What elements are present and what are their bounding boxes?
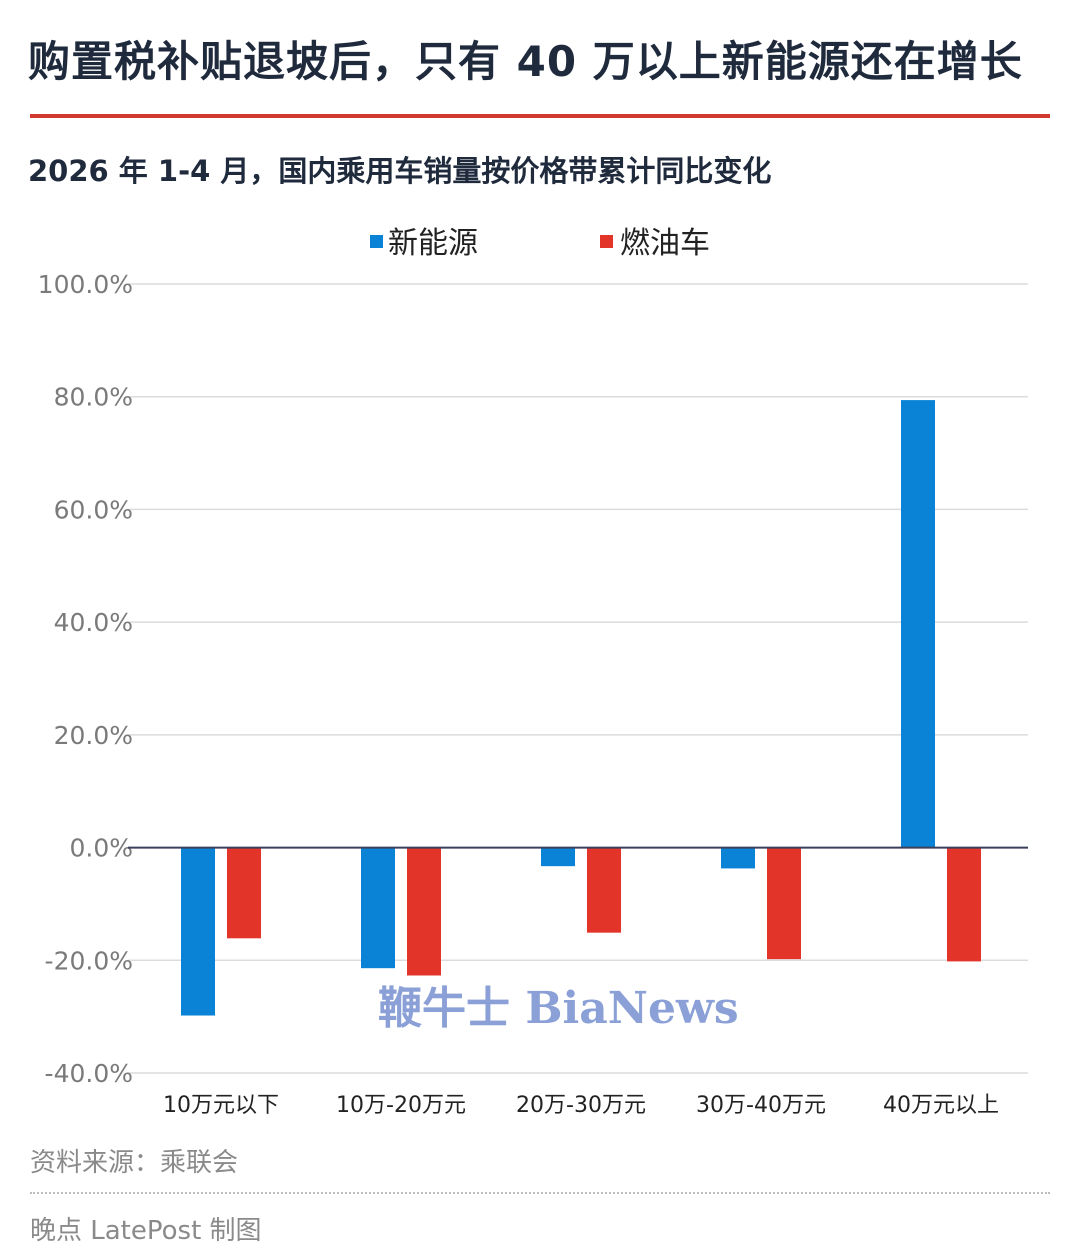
bar-nev [361,847,395,969]
bar-nev [721,847,755,869]
title-divider [30,114,1050,118]
y-tick-label: 80.0% [54,383,133,412]
legend-swatch-nev [370,235,383,248]
x-category-label: 10万-20万元 [336,1093,466,1118]
x-category-label: 20万-30万元 [516,1093,646,1118]
bar-chart: 新能源 燃油车 100.0% 80.0% 60.0% 40.0% 20.0% 0.0% -2… [38,226,1028,1118]
bar-ice [407,847,441,976]
chart-subtitle: 2026 年 1-4 月，国内乘用车销量按价格带累计同比变化 [28,154,772,188]
page-title: 购置税补贴退坡后，只有 40 万以上新能源还在增长 [28,37,1023,86]
bar-ice [587,847,621,933]
bar-ice [767,847,801,960]
y-tick-label: 0.0% [69,834,133,863]
legend-label-nev: 新能源 [388,226,478,261]
credit-note: 晚点 LatePost 制图 [30,1216,262,1246]
bars [181,400,981,1016]
gridlines [128,283,1028,1074]
bar-nev [901,400,935,848]
y-tick-label: -40.0% [45,1059,133,1088]
x-category-label: 10万元以下 [163,1093,279,1118]
x-category-label: 30万-40万元 [696,1093,826,1118]
footer-divider [30,1192,1050,1194]
source-note: 资料来源：乘联会 [30,1148,239,1178]
y-tick-label: 40.0% [54,608,133,637]
y-tick-label: 20.0% [54,721,133,750]
x-axis-categories: 10万元以下 10万-20万元 20万-30万元 30万-40万元 40万元以上 [163,1093,999,1118]
y-tick-label: 60.0% [54,495,133,524]
y-tick-label: -20.0% [45,946,133,975]
bar-nev [541,847,575,867]
bar-ice [227,847,261,939]
bar-ice [947,847,981,962]
y-axis-ticks: 100.0% 80.0% 60.0% 40.0% 20.0% 0.0% -20.0% -40.… [38,270,133,1088]
legend-label-ice: 燃油车 [620,226,710,261]
bar-nev [181,847,215,1016]
chart-legend: 新能源 燃油车 [370,226,710,261]
y-tick-label: 100.0% [38,270,133,299]
watermark-bianews: 鞭牛士 BiaNews [378,983,739,1034]
legend-swatch-ice [600,235,613,248]
x-category-label: 40万元以上 [883,1093,999,1118]
